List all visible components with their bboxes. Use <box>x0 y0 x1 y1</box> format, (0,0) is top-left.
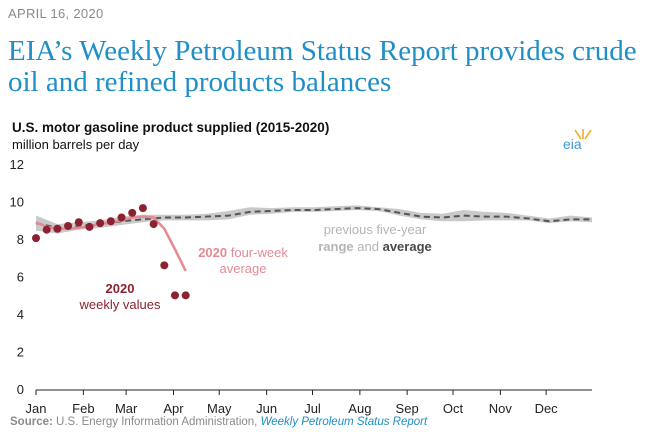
x-tick-label: Aug <box>348 401 371 416</box>
range-label-average: average <box>383 239 432 254</box>
page-headline: EIA’s Weekly Petroleum Status Report pro… <box>8 35 637 98</box>
weekly-point <box>85 222 94 231</box>
range-label-line1: previous five-year <box>324 222 427 237</box>
weekly-point <box>181 291 190 300</box>
x-tick-label: Oct <box>443 401 464 416</box>
source-report-link[interactable]: Weekly Petroleum Status Report <box>260 416 428 428</box>
source-label: Source: <box>10 416 53 428</box>
weekly-label-line1: 2020 <box>106 281 135 296</box>
x-tick-label: Jul <box>304 401 321 416</box>
weekly-point <box>74 218 83 227</box>
x-tick-label: Sep <box>396 401 419 416</box>
weekly-point <box>96 219 105 228</box>
y-tick-label: 8 <box>17 232 24 247</box>
2020-weekly-points <box>32 204 190 300</box>
y-tick-label: 12 <box>10 157 24 172</box>
x-tick-label: Nov <box>489 401 513 416</box>
weekly-point <box>64 221 73 230</box>
weekly-point <box>117 213 126 222</box>
weekly-point <box>160 261 169 270</box>
range-label-line2: range and average <box>318 239 432 254</box>
x-tick-label: Jun <box>256 401 277 416</box>
five-year-average-line <box>35 207 592 229</box>
y-tick-label: 10 <box>10 195 24 210</box>
avg2020-label-rest: four-week <box>231 245 289 260</box>
weekly-point <box>171 291 179 300</box>
weekly-point <box>106 217 115 226</box>
x-tick-label: Jan <box>26 401 47 416</box>
weekly-point <box>53 224 62 233</box>
eia-logo-rays-icon <box>574 129 592 140</box>
weekly-label-line2: weekly values <box>79 297 161 312</box>
range-label-and-word: and <box>357 239 379 254</box>
weekly-point <box>42 225 51 234</box>
y-tick-label: 6 <box>17 270 24 285</box>
x-tick-label: Feb <box>72 401 94 416</box>
weekly-point <box>149 220 158 229</box>
avg2020-label-line2: average <box>220 261 267 276</box>
x-axis: Jan Feb Mar Apr May Jun Jul Aug Sep Oct Nov Dec <box>26 389 592 416</box>
report-date: APRIL 16, 2020 <box>8 6 104 21</box>
x-tick-label: Mar <box>115 401 138 416</box>
y-tick-label: 0 <box>17 382 24 397</box>
chart-units: million barrels per day <box>12 137 140 152</box>
chart-title: U.S. motor gasoline product supplied (20… <box>12 120 330 135</box>
eia-logo: eia <box>563 128 597 152</box>
weekly-point <box>138 204 147 213</box>
weekly-point <box>128 208 137 217</box>
x-tick-label: May <box>207 401 232 416</box>
x-tick-label: Dec <box>535 401 559 416</box>
x-tick-label: Apr <box>163 401 184 416</box>
y-tick-label: 2 <box>17 345 24 360</box>
avg2020-label-line1: 2020 four-week <box>198 245 288 260</box>
y-axis: 0 2 4 6 8 10 12 <box>10 157 24 397</box>
y-tick-label: 4 <box>17 307 24 322</box>
avg2020-label-year: 2020 <box>198 245 227 260</box>
source-note: Source: U.S. Energy Information Administ… <box>10 416 427 428</box>
weekly-point <box>32 234 40 243</box>
five-year-range-band <box>36 205 592 234</box>
range-label-range: range <box>318 239 353 254</box>
eia-logo-text: eia <box>563 136 582 152</box>
source-org: U.S. Energy Information Administration, <box>56 416 258 428</box>
